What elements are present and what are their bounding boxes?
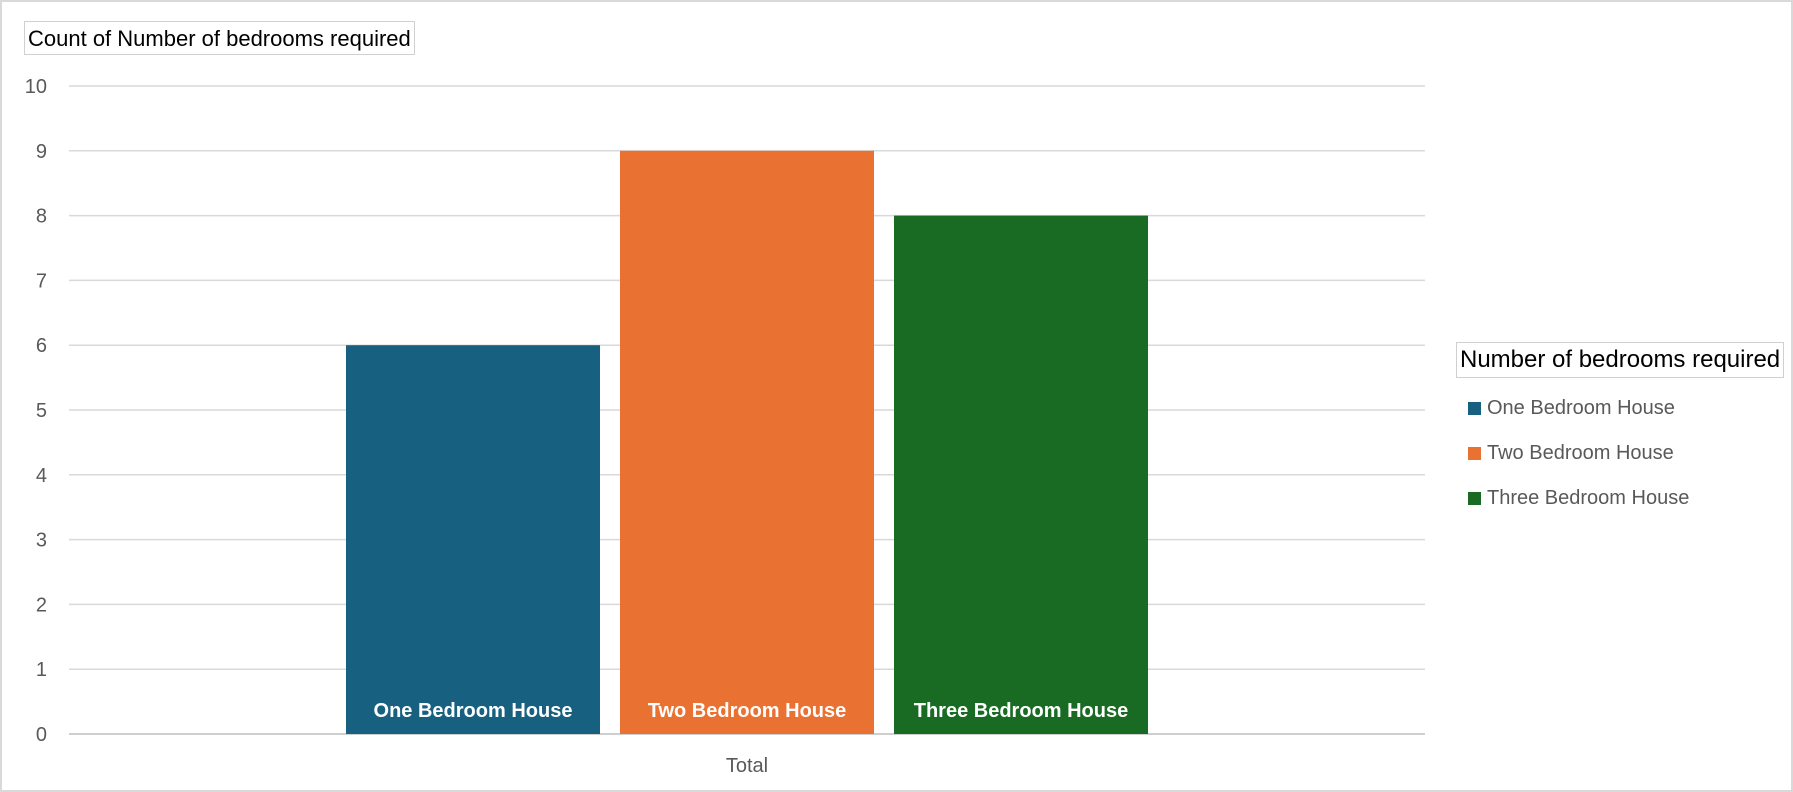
legend-field-button[interactable]: Number of bedrooms required [1456,342,1785,378]
legend-label: One Bedroom House [1487,397,1675,419]
value-field-button[interactable]: Count of Number of bedrooms required [24,21,415,55]
bar-data-label: Three Bedroom House [914,700,1128,722]
legend-swatch [1468,492,1481,505]
x-category-label: Total [726,755,768,777]
legend: One Bedroom House Two Bedroom House Thre… [1468,386,1689,521]
legend-label: Two Bedroom House [1487,442,1674,464]
y-tick-label: 1 [36,659,47,681]
legend-label: Three Bedroom House [1487,487,1690,509]
y-tick-label: 2 [36,594,47,616]
bar-data-label: Two Bedroom House [648,700,847,722]
y-tick-label: 0 [36,724,47,746]
legend-item-three-bedroom[interactable]: Three Bedroom House [1468,476,1689,521]
y-tick-label: 8 [36,206,47,228]
legend-item-two-bedroom[interactable]: Two Bedroom House [1468,431,1689,476]
y-tick-label: 6 [36,335,47,357]
y-tick-label: 9 [36,141,47,163]
bar-two-bedroom-house[interactable] [620,150,874,735]
y-tick-label: 3 [36,530,47,552]
legend-swatch [1468,447,1481,460]
legend-item-one-bedroom[interactable]: One Bedroom House [1468,386,1689,431]
legend-swatch [1468,402,1481,415]
bar-data-label: One Bedroom House [374,700,573,722]
bar-one-bedroom-house[interactable] [346,345,600,734]
y-tick-label: 5 [36,400,47,422]
bar-three-bedroom-house[interactable] [894,215,1148,735]
y-tick-label: 4 [36,465,47,487]
y-tick-label: 10 [25,76,47,98]
y-tick-label: 7 [36,270,47,292]
